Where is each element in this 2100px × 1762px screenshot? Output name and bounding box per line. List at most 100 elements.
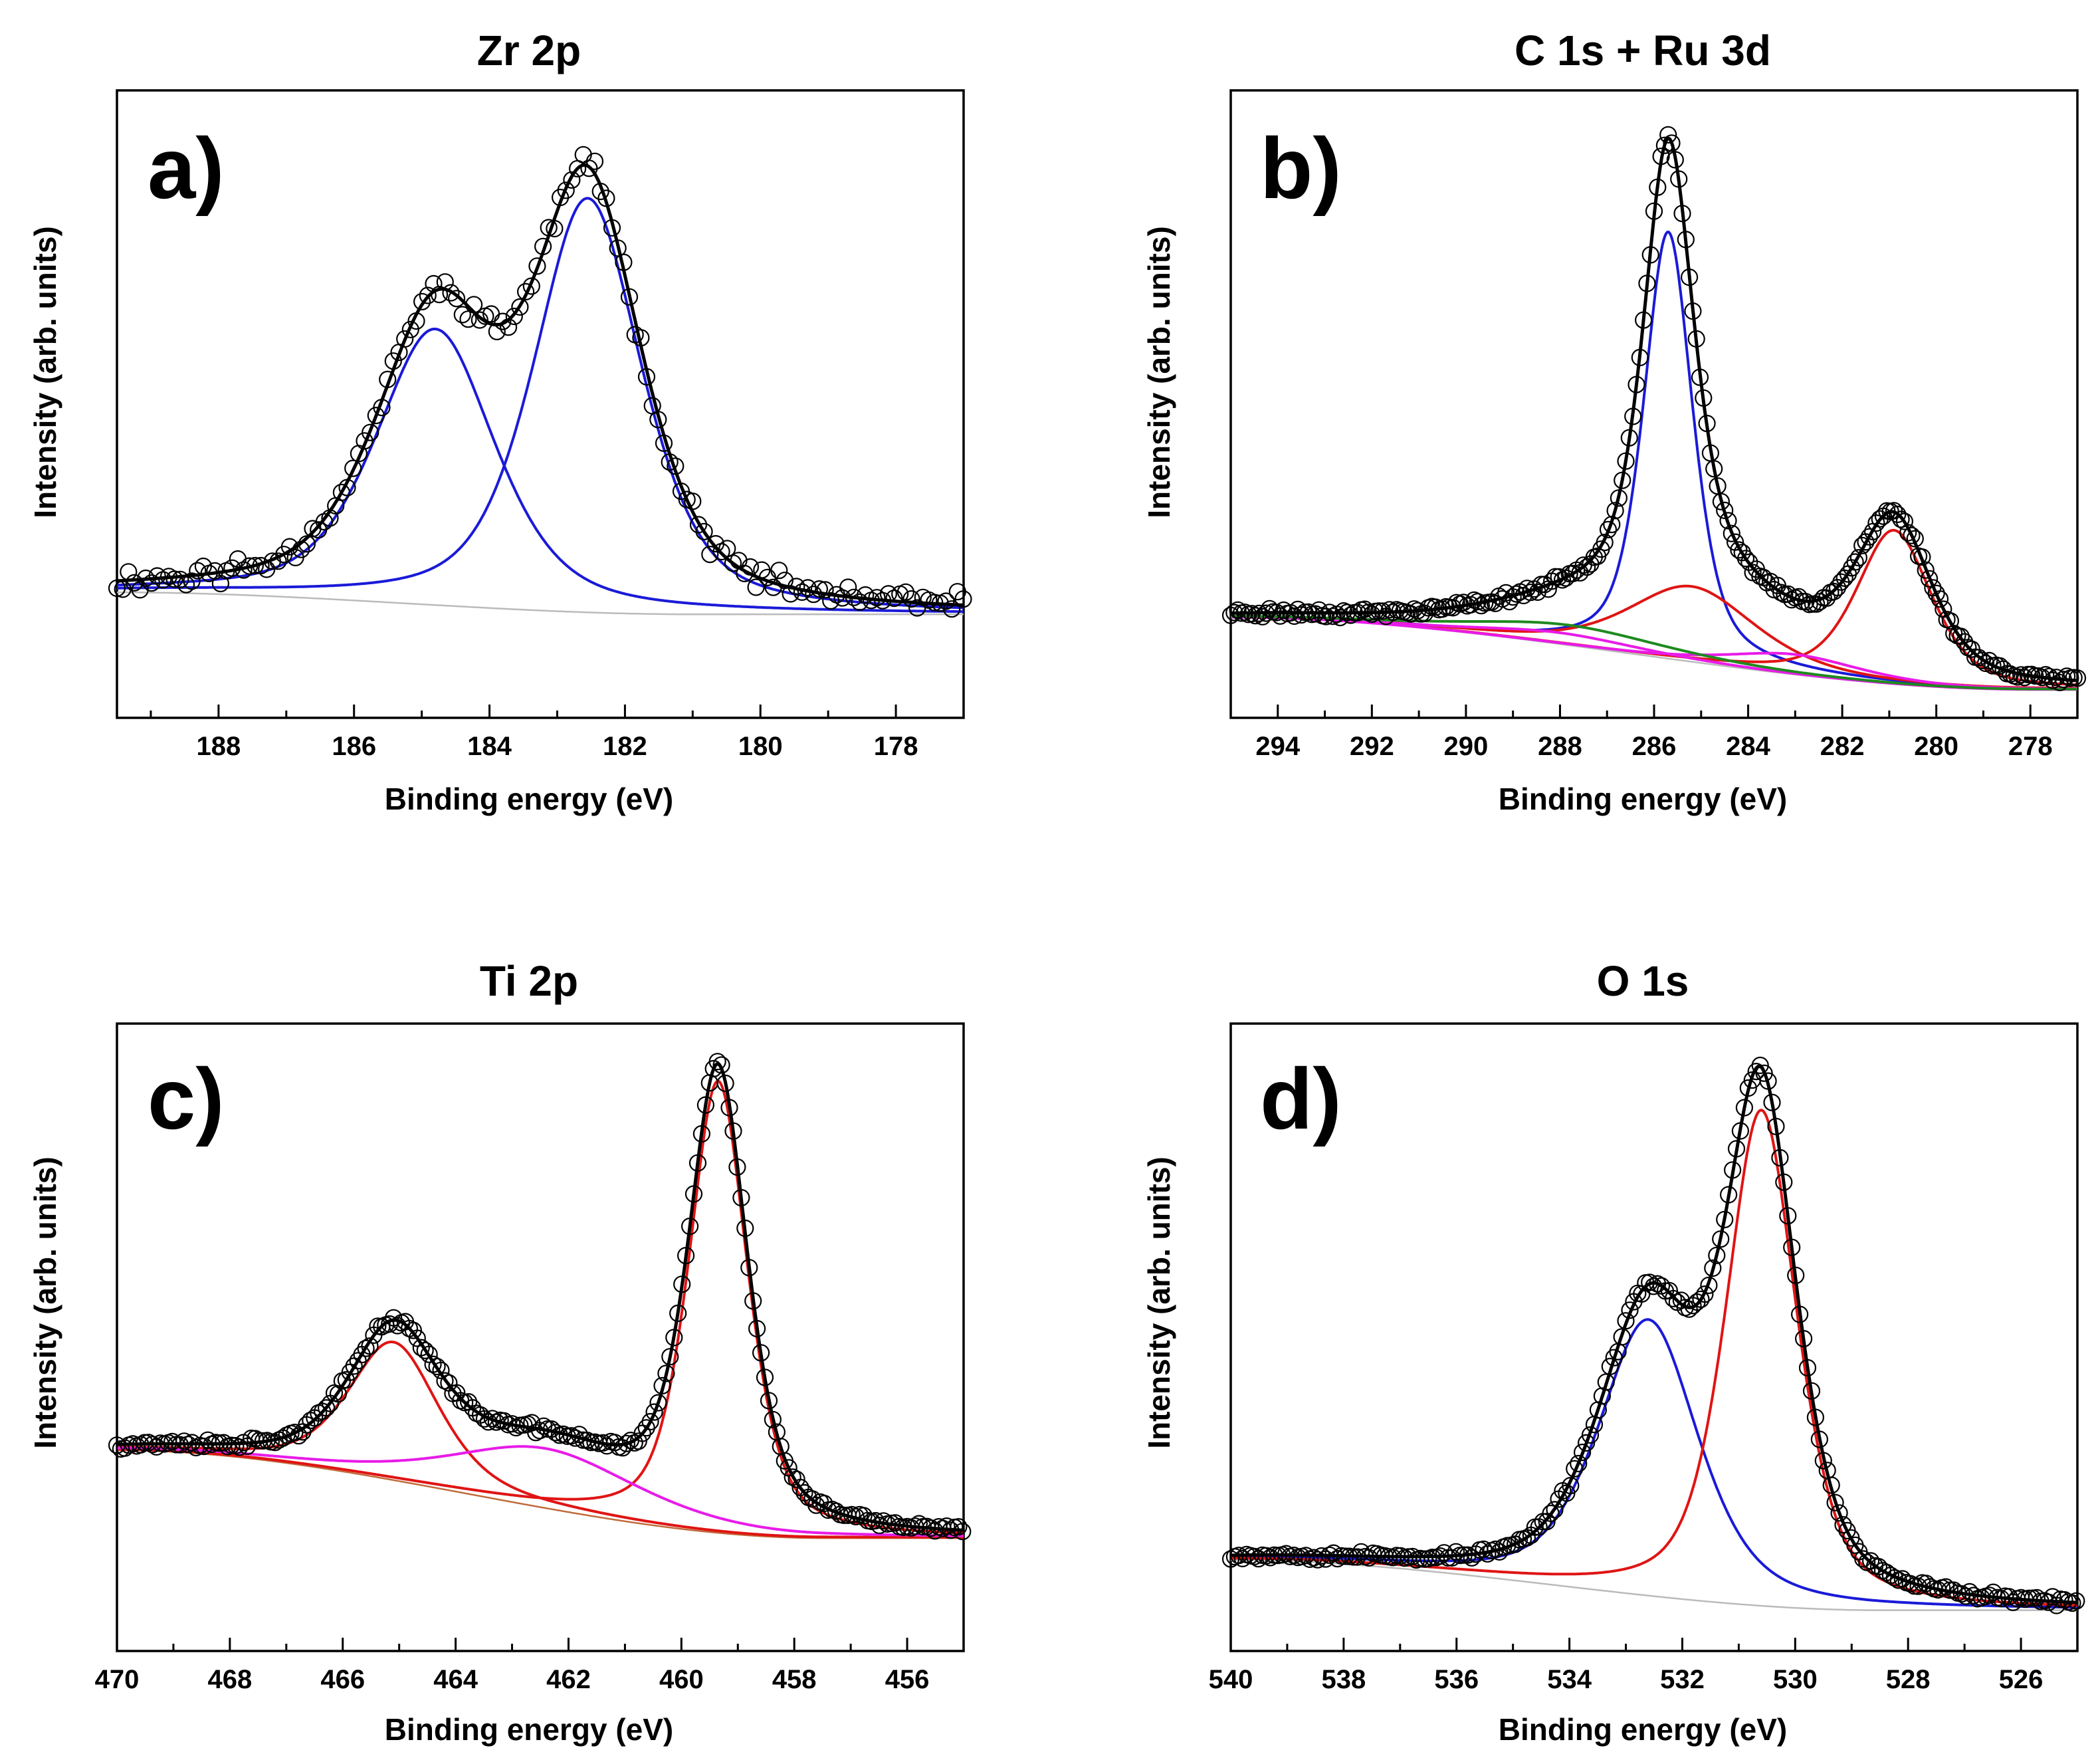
plot-frame xyxy=(116,89,965,719)
data-point xyxy=(712,1056,730,1074)
data-point xyxy=(404,1321,423,1339)
data-point xyxy=(1740,553,1758,571)
data-point xyxy=(1739,1079,1757,1097)
data-point xyxy=(1731,1122,1749,1140)
data-point xyxy=(269,552,287,570)
panel-title: O 1s xyxy=(1597,957,1689,1005)
data-point xyxy=(373,398,391,417)
data-point xyxy=(1606,502,1624,520)
data-point xyxy=(1941,1581,1959,1599)
data-point xyxy=(805,586,823,604)
data-point xyxy=(1299,603,1317,621)
data-point xyxy=(1767,1117,1785,1135)
data-point xyxy=(732,1188,750,1207)
x-tick-label: 284 xyxy=(1726,732,1770,761)
plot-frame xyxy=(1229,1022,2079,1652)
data-point xyxy=(1455,594,1473,611)
data-point xyxy=(747,578,765,596)
data-point xyxy=(540,219,558,237)
data-point xyxy=(1581,1426,1600,1444)
data-point xyxy=(1779,1207,1797,1225)
data-point xyxy=(507,1418,525,1437)
data-point xyxy=(459,310,477,328)
data-point xyxy=(416,1341,434,1359)
data-point xyxy=(736,1219,754,1238)
data-point xyxy=(1846,553,1864,571)
data-point xyxy=(2048,669,2065,687)
data-point xyxy=(2033,669,2051,687)
data-point xyxy=(788,578,805,596)
data-point xyxy=(720,1099,738,1117)
data-point xyxy=(1763,1093,1781,1111)
data-point xyxy=(684,493,702,510)
data-point xyxy=(696,1096,715,1114)
data-point xyxy=(1624,407,1642,425)
x-axis-label: Binding energy (eV) xyxy=(1499,1712,1787,1747)
data-point xyxy=(1720,1186,1738,1204)
data-point xyxy=(617,1434,636,1452)
data-point xyxy=(637,368,656,386)
data-point xyxy=(231,1438,249,1456)
data-point xyxy=(760,1392,778,1410)
data-point xyxy=(223,559,241,577)
data-point xyxy=(885,589,903,607)
x-tick-label: 528 xyxy=(1886,1665,1931,1694)
data-point xyxy=(752,1344,770,1362)
data-point xyxy=(1649,178,1667,196)
data-point xyxy=(1257,604,1275,622)
data-point xyxy=(1771,1149,1789,1167)
data-point xyxy=(736,564,754,583)
data-point xyxy=(1601,1357,1619,1375)
data-point xyxy=(1574,1444,1592,1462)
data-point xyxy=(633,1424,651,1442)
data-point xyxy=(1320,604,1338,621)
data-point xyxy=(465,296,483,314)
data-point xyxy=(833,589,851,607)
data-point xyxy=(318,1399,336,1417)
data-point xyxy=(1538,1513,1556,1531)
x-tick-label: 184 xyxy=(467,732,512,761)
data-point xyxy=(413,292,431,310)
data-point xyxy=(653,1377,671,1394)
x-tick-label: 292 xyxy=(1350,732,1394,761)
x-tick-label: 278 xyxy=(2008,732,2053,761)
data-point xyxy=(566,1429,584,1447)
x-tick-label: 180 xyxy=(738,732,783,761)
data-point xyxy=(629,1432,647,1450)
data-point xyxy=(597,189,615,207)
data-point xyxy=(388,1317,407,1335)
data-point xyxy=(1751,1056,1769,1075)
y-axis-label: Intensity (arb. units) xyxy=(28,1156,62,1449)
data-point xyxy=(137,569,155,588)
data-point xyxy=(1814,1452,1832,1470)
data-point xyxy=(1885,502,1903,520)
data-point xyxy=(1797,593,1815,611)
data-point xyxy=(1487,1540,1505,1558)
data-point xyxy=(428,1357,446,1376)
data-point xyxy=(165,570,183,588)
x-tick-label: 538 xyxy=(1321,1665,1366,1694)
data-point xyxy=(2012,666,2030,684)
data-point xyxy=(1712,1230,1730,1248)
data-point xyxy=(1906,530,1924,548)
data-point xyxy=(1641,246,1659,264)
data-point xyxy=(615,253,633,271)
data-point xyxy=(1285,1547,1303,1565)
data-point xyxy=(516,282,535,300)
data-point xyxy=(1889,505,1907,524)
baseline-curve xyxy=(1231,1559,2077,1611)
data-point xyxy=(667,457,684,475)
data-point xyxy=(1380,601,1398,619)
data-point xyxy=(148,1438,165,1456)
data-point xyxy=(148,567,166,585)
data-point xyxy=(1952,1585,1970,1603)
x-tick-label: 470 xyxy=(95,1665,140,1694)
data-point xyxy=(1696,1285,1714,1303)
data-point xyxy=(665,1329,683,1347)
data-point xyxy=(425,275,443,292)
data-point xyxy=(1613,1328,1631,1346)
x-axis-label: Binding energy (eV) xyxy=(385,1712,673,1747)
data-point xyxy=(649,1394,667,1412)
data-point xyxy=(1546,1501,1564,1519)
data-point xyxy=(1775,1173,1793,1191)
